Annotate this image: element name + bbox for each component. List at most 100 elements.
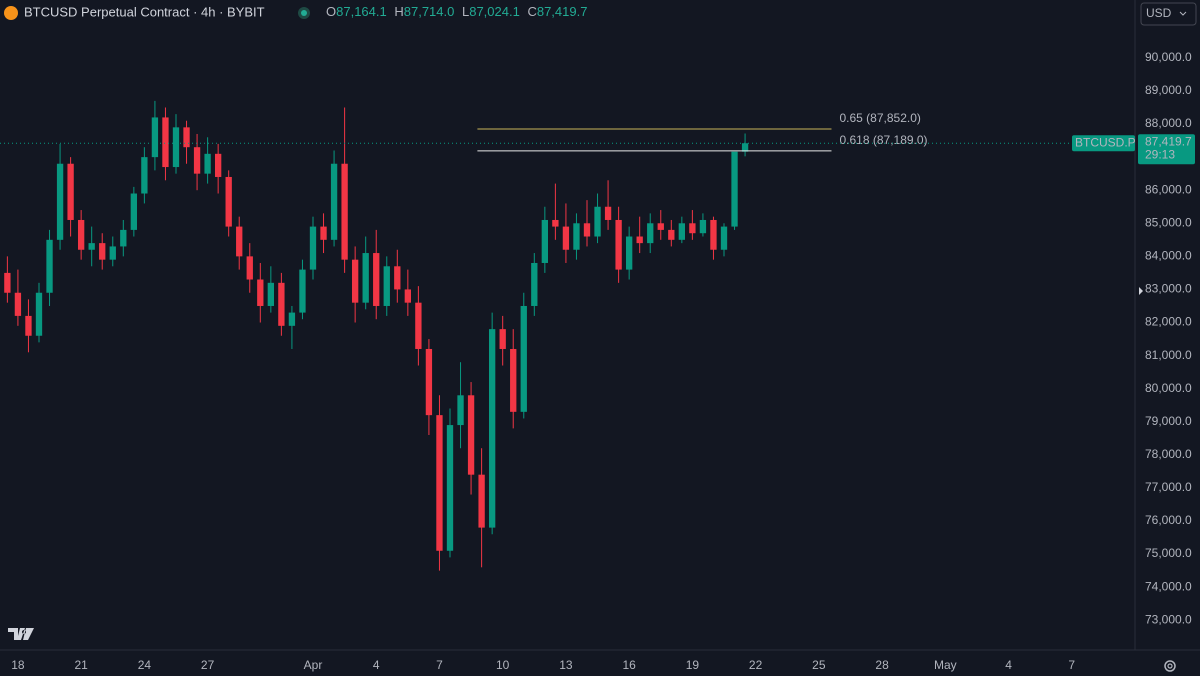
ohlc-value: 87,714.0 [404, 4, 455, 19]
candle-body [531, 262, 538, 306]
candle-body [56, 163, 64, 240]
last-price-box [1138, 134, 1195, 165]
fib-label: 0.65 (87,852.0) [839, 111, 920, 125]
candle-body [678, 223, 686, 240]
candle-body [467, 395, 475, 475]
status-dot [301, 10, 307, 16]
x-tick-label: Apr [304, 658, 323, 672]
candle-body [488, 329, 496, 528]
x-tick-label: 21 [74, 658, 88, 672]
candle-body [741, 143, 749, 152]
candle-body [394, 266, 401, 290]
y-tick-label: 75,000.0 [1145, 546, 1192, 560]
x-tick-label: 25 [812, 658, 826, 672]
candle-body [562, 226, 570, 250]
x-tick-label: 4 [373, 658, 380, 672]
symbol-tag-bg [1072, 135, 1135, 152]
bitcoin-icon [4, 6, 18, 20]
ohlc-value: 87,024.1 [469, 4, 520, 19]
chart-title: BTCUSD Perpetual Contract · 4h · BYBIT [24, 4, 265, 19]
y-tick-label: 83,000.0 [1145, 282, 1192, 296]
candle-body [278, 282, 285, 326]
candle-body [415, 302, 422, 349]
candle-body [373, 253, 380, 306]
candle-body [309, 226, 317, 270]
candle-body [172, 127, 180, 168]
x-tick-label: 13 [559, 658, 573, 672]
candle-body [583, 223, 591, 237]
candle-body [204, 153, 211, 174]
candle-body [4, 272, 11, 293]
candle-body [14, 292, 22, 316]
candle-body [288, 312, 296, 326]
candle-body [193, 147, 201, 174]
candle-body [299, 269, 306, 313]
candle-body [330, 163, 338, 240]
candle-body [362, 253, 369, 303]
candle-body [67, 163, 74, 220]
candle-body [647, 223, 654, 244]
candle-body [446, 425, 454, 551]
candle-body [141, 157, 148, 194]
y-tick-label: 82,000.0 [1145, 315, 1192, 329]
tv-logo [8, 628, 34, 640]
x-tick-label: 24 [138, 658, 152, 672]
candle-body [499, 329, 506, 349]
candle-body [77, 219, 85, 250]
candle-body [457, 395, 464, 426]
y-tick-label: 88,000.0 [1145, 116, 1192, 130]
x-tick-label: 19 [686, 658, 700, 672]
candle-body [689, 223, 696, 234]
axis-marker [1139, 287, 1143, 295]
y-tick-label: 89,000.0 [1145, 83, 1192, 97]
x-tick-label: May [934, 658, 957, 672]
candle-body [236, 226, 243, 257]
currency-label[interactable]: USD [1146, 6, 1172, 20]
candle-body [699, 219, 707, 234]
countdown: 29:13 [1145, 147, 1175, 161]
candle-body [383, 266, 390, 306]
ohlc-value: 87,164.1 [336, 4, 387, 19]
y-tick-label: 84,000.0 [1145, 249, 1192, 263]
y-tick-label: 73,000.0 [1145, 612, 1192, 626]
ohlc-key: L [462, 4, 469, 19]
settings-icon[interactable] [1164, 660, 1176, 672]
plot-area [4, 100, 749, 571]
ohlc-key: H [394, 4, 403, 19]
candle-body [636, 236, 643, 244]
candle-body [615, 219, 622, 270]
candle-body [510, 348, 517, 412]
x-tick-label: 16 [622, 658, 636, 672]
candle-body [257, 279, 264, 306]
currency-button[interactable] [1140, 2, 1197, 26]
last-price-label: 87,419.7 [1145, 134, 1192, 148]
ohlc-value: 87,419.7 [537, 4, 588, 19]
candle-body [151, 117, 159, 158]
y-tick-label: 81,000.0 [1145, 348, 1192, 362]
candle-body [214, 153, 222, 177]
y-tick-label: 80,000.0 [1145, 381, 1192, 395]
candle-body [162, 117, 169, 168]
candle-body [436, 415, 443, 551]
candle-body [120, 229, 127, 247]
candle-body [552, 219, 559, 227]
candle-body [351, 259, 359, 303]
candle-body [183, 127, 190, 148]
candle-body [35, 292, 43, 336]
x-tick-label: 22 [749, 658, 763, 672]
y-tick-label: 77,000.0 [1145, 480, 1192, 494]
y-tick-label: 90,000.0 [1145, 50, 1192, 64]
candle-body [594, 206, 601, 237]
candle-body [657, 223, 664, 230]
candle-body [478, 474, 485, 528]
candle-body [225, 176, 232, 227]
y-tick-label: 79,000.0 [1145, 414, 1192, 428]
x-tick-label: 10 [496, 658, 510, 672]
fib-label: 0.618 (87,189.0) [839, 133, 927, 147]
ohlc-header: O87,164.1 H87,714.0 L87,024.1 C87,419.7 [326, 4, 587, 19]
candle-body [25, 315, 32, 336]
candle-body [130, 193, 138, 230]
